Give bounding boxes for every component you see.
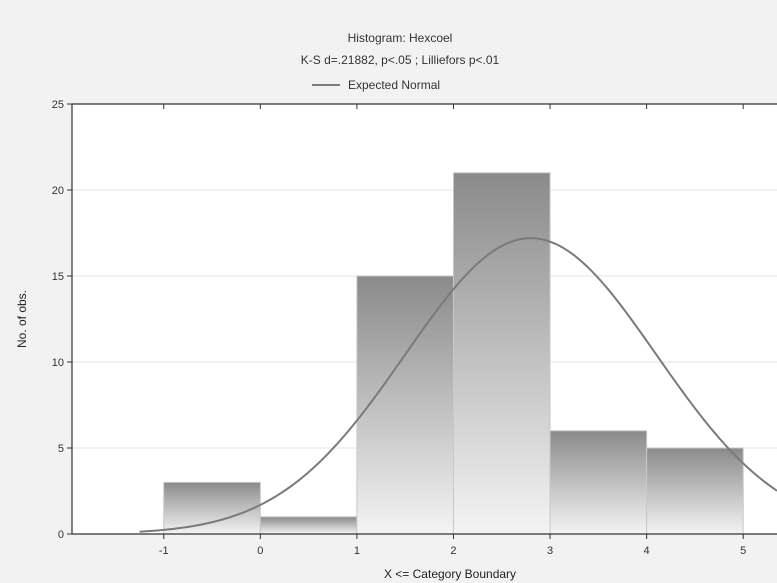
y-tick-label: 5 xyxy=(58,443,64,455)
x-axis-label: X <= Category Boundary xyxy=(384,567,516,581)
histogram-bar xyxy=(356,275,454,535)
histogram-bar xyxy=(163,481,261,535)
y-tick-label: 20 xyxy=(52,185,64,197)
y-tick-label: 15 xyxy=(52,271,64,283)
chart-title: Histogram: Hexcoel xyxy=(348,31,453,45)
axis-ticks: -1 0 1 2 3 4 5 0 5 10 15 20 25 xyxy=(52,99,747,557)
y-axis-label: No. of obs. xyxy=(15,290,29,348)
expected-normal-curve xyxy=(139,237,777,533)
histogram-bar xyxy=(259,516,358,535)
x-tick-label: 1 xyxy=(354,545,360,557)
y-tick-label: 0 xyxy=(58,529,64,541)
x-tick-label: 4 xyxy=(644,545,650,557)
x-tick-label: 2 xyxy=(450,545,456,557)
axes xyxy=(71,103,777,535)
histogram-bar xyxy=(452,172,551,535)
x-tick-label: 3 xyxy=(547,545,553,557)
x-tick-label: -1 xyxy=(159,545,169,557)
legend: Expected Normal xyxy=(312,78,440,92)
histogram-bar xyxy=(549,430,648,535)
histogram-bar xyxy=(646,447,744,535)
x-tick-label: 0 xyxy=(257,545,263,557)
chart-subtitle: K-S d=.21882, p<.05 ; Lilliefors p<.01 xyxy=(301,53,500,67)
y-tick-label: 25 xyxy=(52,99,64,111)
y-tick-label: 10 xyxy=(52,357,64,369)
x-tick-label: 5 xyxy=(740,545,746,557)
legend-label-expected-normal: Expected Normal xyxy=(348,78,440,92)
